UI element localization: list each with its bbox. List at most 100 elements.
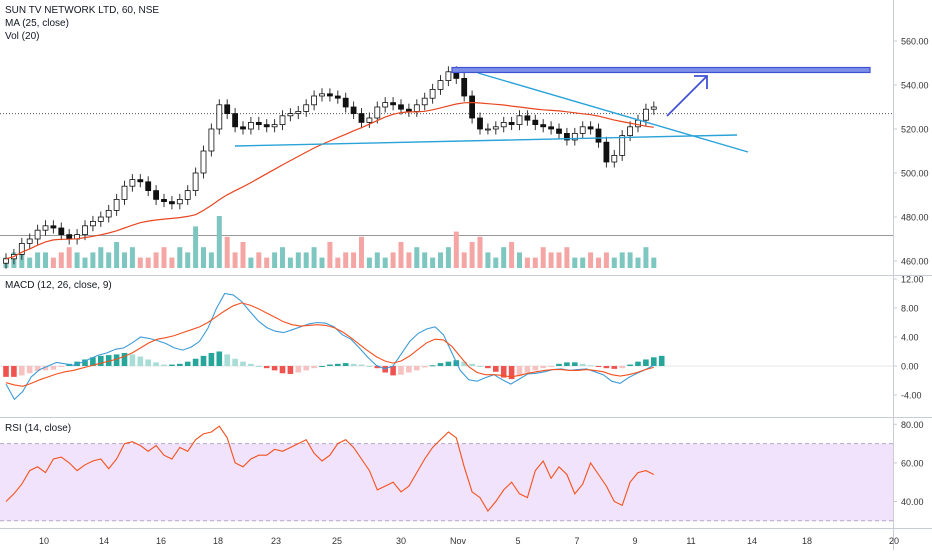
rsi-band bbox=[0, 443, 893, 521]
candle-body bbox=[595, 128, 602, 143]
macd-histogram-bar bbox=[390, 366, 396, 376]
rsi-tick-label: 60.00 bbox=[901, 458, 924, 468]
macd-histogram-bar bbox=[524, 366, 531, 373]
candle-body bbox=[105, 209, 112, 218]
macd-histogram-bar bbox=[508, 366, 515, 380]
candle-body bbox=[176, 198, 183, 205]
volume-bar bbox=[635, 257, 641, 268]
volume-legend: Vol (20) bbox=[5, 31, 40, 42]
macd-tick-label: 8.00 bbox=[901, 304, 919, 314]
volume-bar bbox=[74, 252, 80, 268]
resistance-zone bbox=[451, 66, 871, 74]
candle-body bbox=[113, 198, 120, 211]
macd-histogram-bar bbox=[358, 364, 365, 366]
macd-histogram-bar bbox=[587, 365, 594, 367]
projection-arrow-line bbox=[666, 75, 708, 117]
candle-body bbox=[429, 89, 436, 99]
macd-histogram-bar bbox=[34, 366, 41, 372]
macd-histogram-bar bbox=[627, 364, 633, 366]
macd-histogram-bar bbox=[445, 361, 452, 366]
candle-body bbox=[508, 122, 515, 126]
volume-bar bbox=[106, 252, 112, 268]
macd-histogram-bar bbox=[98, 355, 104, 366]
candle-body bbox=[161, 198, 167, 202]
volume-bar bbox=[303, 252, 309, 268]
time-tick-label: 16 bbox=[156, 536, 166, 546]
candle-body bbox=[279, 115, 286, 126]
candle-body bbox=[287, 113, 294, 117]
volume-bar bbox=[406, 252, 412, 268]
candle-body bbox=[168, 201, 175, 205]
volume-bar bbox=[627, 252, 633, 268]
time-tick-label: 5 bbox=[515, 536, 520, 546]
candle-body bbox=[208, 128, 215, 152]
volume-bar bbox=[366, 257, 372, 268]
volume-bar bbox=[603, 252, 609, 268]
candle-body bbox=[50, 225, 57, 229]
macd-histogram-bar bbox=[406, 366, 412, 373]
volume-bar bbox=[240, 242, 246, 268]
volume-bar bbox=[248, 257, 254, 268]
macd-histogram-bar bbox=[200, 355, 207, 366]
candle-body bbox=[461, 78, 468, 97]
rsi-tick-label: 40.00 bbox=[901, 497, 924, 507]
ma-series-line bbox=[5, 101, 654, 260]
candle-body bbox=[224, 104, 231, 115]
candle-body bbox=[319, 93, 325, 97]
rsi-pane bbox=[5, 425, 655, 513]
candle-body bbox=[548, 126, 554, 130]
candle-body bbox=[153, 190, 160, 200]
candle-body bbox=[192, 172, 199, 192]
macd-histogram-bar bbox=[635, 361, 641, 366]
macd-histogram-bar bbox=[11, 366, 17, 377]
macd-histogram-bar bbox=[500, 366, 507, 378]
candle-body bbox=[121, 185, 128, 200]
volume-bar bbox=[611, 257, 617, 268]
volume-bar bbox=[445, 247, 451, 268]
macd-histogram-bar bbox=[469, 363, 475, 366]
candle-body bbox=[232, 113, 239, 128]
time-tick-label: 23 bbox=[271, 536, 281, 546]
drawings[interactable] bbox=[234, 66, 871, 153]
candle-body bbox=[326, 93, 333, 97]
macd-histogram-bar bbox=[398, 366, 404, 375]
macd-histogram-bar bbox=[366, 366, 373, 367]
macd-histogram-bar bbox=[461, 361, 467, 366]
candle-body bbox=[619, 135, 626, 156]
candle-body bbox=[611, 154, 618, 163]
candle-body bbox=[532, 119, 539, 125]
time-tick-label: 14 bbox=[747, 536, 757, 546]
candle-body bbox=[240, 126, 246, 130]
candle-body bbox=[405, 108, 412, 112]
macd-histogram-bar bbox=[208, 352, 215, 366]
macd-histogram-bar bbox=[516, 366, 523, 377]
volume-bar bbox=[153, 252, 159, 268]
macd-histogram-bar bbox=[153, 362, 159, 366]
macd-histogram-bar bbox=[58, 366, 65, 367]
time-tick-label: 9 bbox=[632, 536, 637, 546]
volume-bar bbox=[509, 242, 515, 268]
candle-body bbox=[484, 128, 491, 131]
candle-body bbox=[477, 117, 483, 130]
candle-body bbox=[26, 238, 33, 244]
time-axis[interactable]: 10 14 16 18 23 25 30 Nov 5 7 9 11 14 18 20 bbox=[39, 536, 899, 546]
macd-tick-label: -4.00 bbox=[901, 391, 922, 401]
price-tick-label: 520.00 bbox=[901, 125, 929, 135]
candles bbox=[3, 66, 657, 269]
price-tick-label: 560.00 bbox=[901, 37, 929, 47]
candle-body bbox=[398, 104, 404, 110]
volume-bar bbox=[588, 252, 594, 268]
macd-histogram-bar bbox=[342, 363, 349, 366]
macd-histogram-bar bbox=[303, 366, 309, 371]
volume-bar bbox=[596, 257, 601, 268]
volume-bar bbox=[556, 252, 562, 268]
macd-histogram-bar bbox=[240, 361, 246, 366]
macd-histogram-bar bbox=[350, 363, 357, 366]
ma-line bbox=[5, 101, 654, 260]
volume-bar bbox=[122, 252, 127, 268]
macd-histogram-bar bbox=[651, 357, 657, 366]
price-axis[interactable]: 460.00 480.00 500.00 520.00 540.00 560.00 -4.0… bbox=[893, 37, 929, 508]
macd-histogram-bar bbox=[548, 366, 554, 367]
